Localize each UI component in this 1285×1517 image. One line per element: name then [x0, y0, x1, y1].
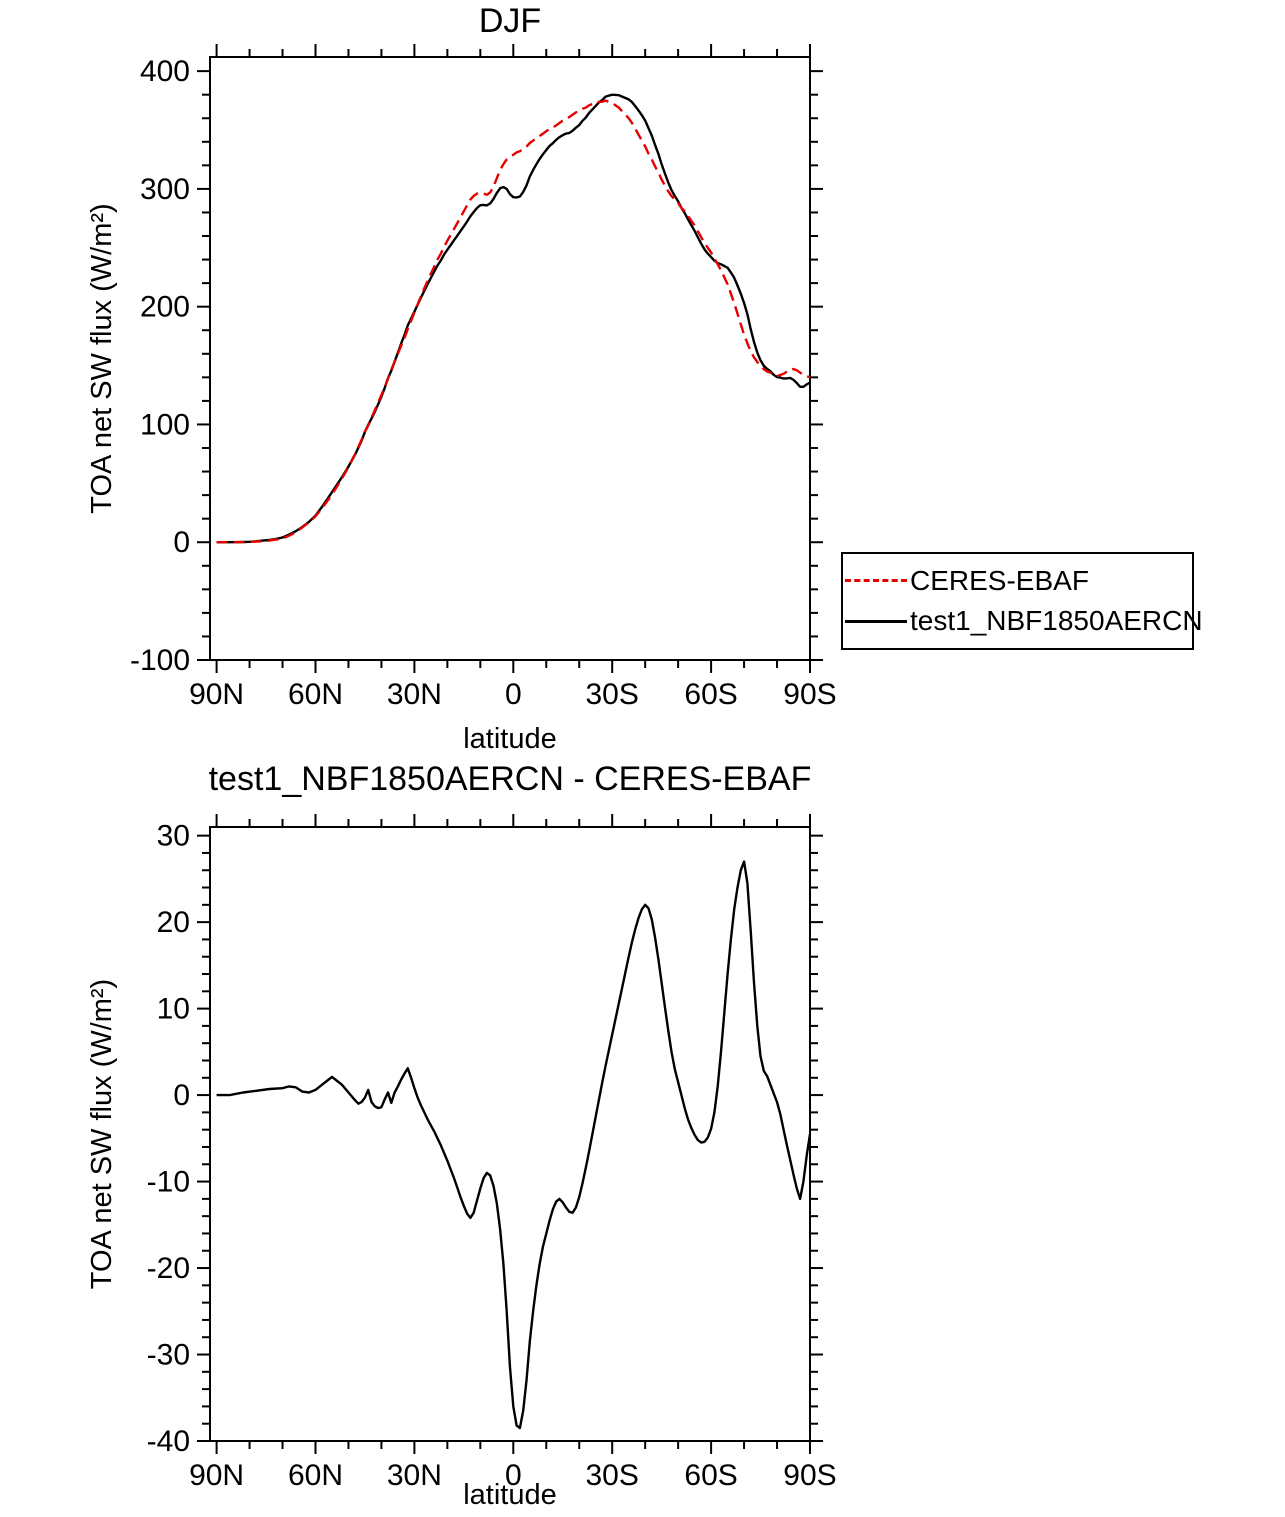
- x-tick-label: 60N: [288, 1459, 343, 1492]
- y-tick-label: 400: [140, 55, 190, 88]
- y-tick-label: 20: [157, 906, 190, 939]
- x-tick-label: 30S: [586, 1459, 639, 1492]
- x-tick-label: 90S: [783, 678, 836, 711]
- x-axis-label: latitude: [463, 723, 557, 755]
- y-tick-label: 0: [173, 1079, 190, 1112]
- x-tick-label: 60N: [288, 678, 343, 711]
- x-tick-label: 90N: [189, 1459, 244, 1492]
- x-tick-label: 30S: [586, 678, 639, 711]
- x-tick-label: 0: [505, 678, 522, 711]
- chart-top: 90N 60N 30N 0 30S 60S 90S -100 0 100 200 300 400 DJF l…: [86, 2, 837, 755]
- x-tick-label: 60S: [684, 1459, 737, 1492]
- y-tick-label: -40: [147, 1425, 190, 1458]
- x-tick-label: 60S: [684, 678, 737, 711]
- y-tick-label: 300: [140, 173, 190, 206]
- y-tick-label: -100: [130, 644, 190, 677]
- x-tick-label: 30N: [387, 678, 442, 711]
- legend-entry-test1: test1_NBF1850AERCN: [843, 607, 1203, 635]
- x-tick-label: 90S: [783, 1459, 836, 1492]
- legend-entry-ceres-ebaf: CERES-EBAF: [843, 564, 1192, 596]
- series-test1_NBF1850AERCN - CERES-EBAF: [216, 860, 812, 1430]
- y-tick-label: 100: [140, 408, 190, 441]
- series-test1_NBF1850AERCN: [216, 93, 811, 544]
- test1-line-sample-icon: [845, 619, 907, 623]
- y-tick-label: 10: [157, 993, 190, 1026]
- y-tick-label: 30: [157, 820, 190, 853]
- x-tick-label: 90N: [189, 678, 244, 711]
- y-axis-label: TOA net SW flux (W/m²): [86, 203, 118, 513]
- chart-title: test1_NBF1850AERCN - CERES-EBAF: [209, 760, 812, 798]
- x-tick-label: 30N: [387, 1459, 442, 1492]
- test1-legend-label: test1_NBF1850AERCN: [910, 605, 1203, 637]
- ceres-ebaf-line-sample-icon: [845, 579, 907, 583]
- y-tick-label: -30: [147, 1339, 190, 1372]
- y-tick-label: 200: [140, 291, 190, 324]
- y-tick-label: -20: [147, 1252, 190, 1285]
- series-CERES-EBAF: [216, 99, 811, 544]
- x-tick-label: 0: [505, 1459, 522, 1492]
- y-tick-label: 0: [173, 526, 190, 559]
- y-axis-label: TOA net SW flux (W/m²): [86, 979, 118, 1289]
- chart-title: DJF: [479, 2, 541, 40]
- plot-frame: [209, 56, 811, 661]
- chart-bottom: 90N 60N 30N 0 30S 60S 90S -40 -30 -20 -10 0 10 20 30 te…: [86, 760, 837, 1511]
- x-axis-label: latitude: [463, 1479, 557, 1511]
- legend: CERES-EBAF test1_NBF1850AERCN: [841, 552, 1203, 650]
- ceres-ebaf-legend-label: CERES-EBAF: [910, 564, 1089, 596]
- y-tick-label: -10: [147, 1166, 190, 1199]
